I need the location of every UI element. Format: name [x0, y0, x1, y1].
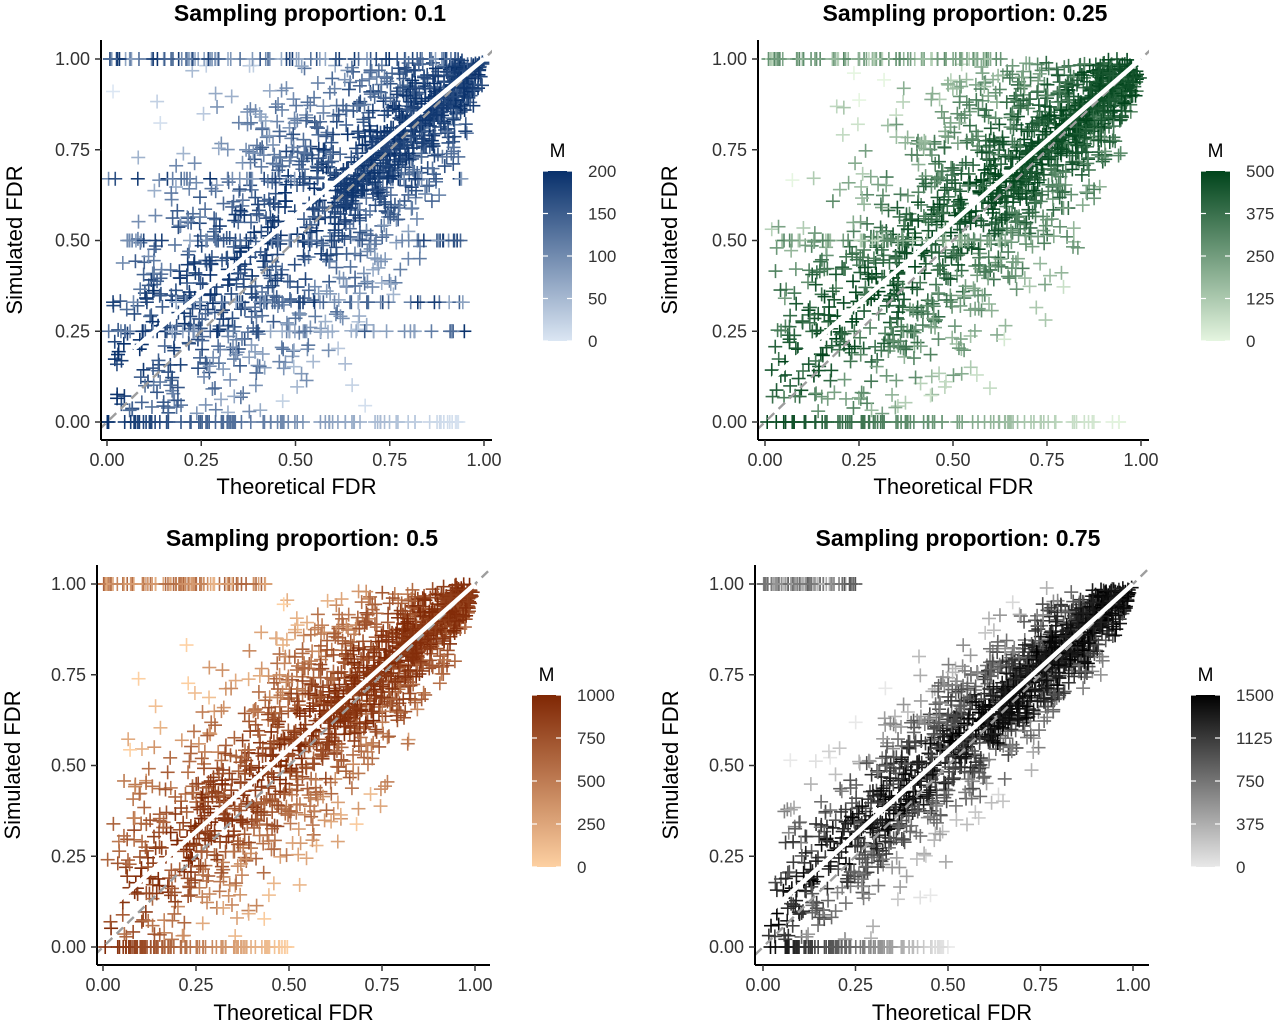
- panel-title: Sampling proportion: 0.1: [174, 0, 446, 26]
- fit-line: [131, 57, 486, 352]
- legend-tick-label: 50: [588, 290, 607, 309]
- x-tick-label: 0.75: [372, 450, 407, 470]
- legend-title: M: [550, 141, 566, 162]
- legend-tick-label: 100: [588, 247, 616, 266]
- panel-title: Sampling proportion: 0.25: [823, 0, 1108, 26]
- panel-2: Sampling proportion: 0.250.00 0.25 0.50 0.7…: [657, 0, 1274, 499]
- x-tick-label: 0.25: [184, 450, 219, 470]
- y-tick-label: 0.75: [55, 140, 90, 160]
- legend-tick-label: 200: [588, 162, 616, 181]
- scatter-points: [101, 52, 490, 429]
- legend-tick-label: 0: [588, 332, 597, 351]
- legend-tick-label: 150: [588, 205, 616, 224]
- y-tick-label: 0.00: [55, 412, 90, 432]
- x-tick-label: 1.00: [466, 450, 501, 470]
- y-tick-label: 0.50: [55, 231, 90, 251]
- x-axis-title: Theoretical FDR: [216, 474, 376, 499]
- y-axis-title: Simulated FDR: [2, 165, 27, 314]
- reference-line: [101, 49, 492, 430]
- panel-1: Sampling proportion: 0.1 0.00 0.25 0.50 0.75…: [2, 0, 616, 499]
- x-tick-label: 0.00: [89, 450, 124, 470]
- y-tick-label: 1.00: [55, 49, 90, 69]
- x-tick-label: 0.50: [278, 450, 313, 470]
- y-tick-label: 0.25: [55, 321, 90, 341]
